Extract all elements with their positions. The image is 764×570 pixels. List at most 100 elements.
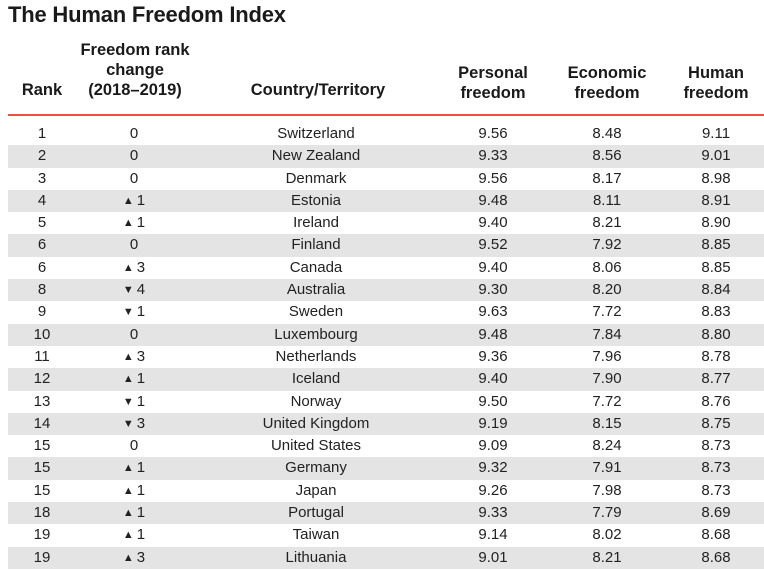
rank-change-value: ▲ 1 (123, 480, 145, 503)
personal-freedom-cell: 9.52 (478, 236, 508, 254)
human-freedom-cell: 8.76 (701, 392, 731, 410)
economic-freedom-cell: 7.72 (592, 392, 622, 410)
header-rank-change: Freedom rank change (2018–2019) (74, 40, 196, 100)
country-cell: Luxembourg (274, 325, 358, 343)
human-freedom-cell: 8.83 (701, 303, 731, 321)
rank-cell: 3 (37, 169, 47, 187)
rank-change-number: 3 (136, 258, 146, 276)
table-row: 6 0 Finland 9.52 7.92 8.85 (8, 234, 764, 257)
rank-change-cell: ▼ 1 (82, 301, 186, 324)
rank-change-number: 1 (136, 191, 146, 209)
rank-change-value: ▲ 1 (123, 368, 145, 391)
human-freedom-cell: 8.84 (701, 281, 731, 299)
rank-cell: 15 (33, 481, 51, 499)
rank-change-cell: ▲ 1 (82, 480, 186, 503)
rank-cell: 15 (33, 459, 51, 477)
rank-change-value: 0 (130, 435, 138, 457)
country-cell: Australia (286, 281, 346, 299)
rank-change-value: 0 (130, 123, 138, 145)
rank-change-cell: ▲ 1 (82, 212, 186, 235)
rank-change-number: 0 (129, 147, 139, 165)
personal-freedom-cell: 9.40 (478, 214, 508, 232)
rank-cell: 9 (37, 303, 47, 321)
triangle-down-icon: ▼ (122, 306, 134, 319)
header-rank-change-line2: change (106, 61, 164, 79)
rank-change-cell: ▲ 1 (82, 457, 186, 480)
personal-freedom-cell: 9.56 (478, 169, 508, 187)
rank-change-number: 0 (129, 236, 139, 254)
header-rank: Rank (13, 80, 71, 100)
triangle-up-icon: ▲ (122, 529, 134, 542)
economic-freedom-cell: 7.98 (592, 481, 622, 499)
rank-change-cell: 0 (82, 145, 186, 167)
table-row: 10 0 Luxembourg 9.48 7.84 8.80 (8, 323, 764, 346)
human-freedom-cell: 8.85 (701, 236, 731, 254)
table-row: 18 ▲ 1 Portugal 9.33 7.79 8.69 (8, 502, 764, 525)
personal-freedom-cell: 9.50 (478, 392, 508, 410)
header-divider (8, 114, 764, 116)
country-cell: Ireland (293, 214, 339, 232)
human-freedom-cell: 8.68 (701, 548, 731, 566)
rank-change-cell: ▲ 1 (82, 502, 186, 525)
triangle-up-icon: ▲ (122, 462, 134, 475)
rank-change-number: 0 (129, 125, 139, 142)
header-rank-change-line1: Freedom rank (80, 41, 190, 59)
rank-change-cell: ▼ 4 (82, 279, 186, 302)
triangle-up-icon: ▲ (122, 507, 134, 520)
country-cell: Japan (295, 481, 337, 499)
header-economic-line1: Economic (567, 64, 647, 82)
rank-change-cell: ▼ 3 (82, 413, 186, 436)
triangle-up-icon: ▲ (122, 373, 134, 386)
header-human-line2: freedom (683, 84, 749, 102)
rank-change-cell: ▲ 3 (82, 547, 186, 570)
human-freedom-cell: 8.90 (701, 214, 731, 232)
personal-freedom-cell: 9.33 (478, 147, 508, 165)
table-row: 19 ▲ 3 Lithuania 9.01 8.21 8.68 (8, 546, 764, 570)
economic-freedom-cell: 8.15 (592, 414, 622, 432)
economic-freedom-cell: 7.72 (592, 303, 622, 321)
header-personal-freedom: Personal freedom (439, 63, 547, 103)
personal-freedom-cell: 9.63 (478, 303, 508, 321)
personal-freedom-cell: 9.19 (478, 414, 508, 432)
rank-change-value: ▲ 3 (123, 547, 145, 570)
rank-change-number: 1 (136, 526, 146, 544)
rank-change-cell: 0 (82, 168, 186, 190)
table-row: 12 ▲ 1 Iceland 9.40 7.90 8.77 (8, 368, 764, 391)
human-freedom-cell: 9.11 (701, 125, 731, 142)
economic-freedom-cell: 7.79 (592, 504, 622, 522)
rank-cell: 19 (33, 548, 51, 566)
country-cell: Netherlands (275, 347, 357, 365)
country-cell: Portugal (288, 504, 344, 522)
rank-change-number: 1 (136, 392, 146, 410)
country-cell: Estonia (290, 191, 342, 209)
table-row: 9 ▼ 1 Sweden 9.63 7.72 8.83 (8, 301, 764, 323)
table-row: 11 ▲ 3 Netherlands 9.36 7.96 8.78 (8, 346, 764, 368)
rank-change-cell: 0 (82, 234, 186, 256)
header-rank-change-line3: (2018–2019) (88, 81, 182, 99)
table-row: 8 ▼ 4 Australia 9.30 8.20 8.84 (8, 279, 764, 302)
rank-cell: 2 (37, 147, 47, 165)
rank-cell: 5 (37, 214, 47, 232)
header-economic-line2: freedom (574, 84, 640, 102)
economic-freedom-cell: 8.17 (592, 169, 622, 187)
triangle-up-icon: ▲ (122, 194, 134, 207)
rank-change-value: ▼ 4 (123, 279, 145, 302)
header-personal-line1: Personal (458, 64, 528, 82)
rank-change-number: 4 (136, 281, 146, 299)
table-row: 1 0 Switzerland 9.56 8.48 9.11 (8, 123, 764, 145)
rank-change-number: 0 (129, 325, 139, 343)
rank-cell: 14 (33, 414, 51, 432)
rank-cell: 12 (33, 370, 51, 388)
rank-change-value: ▲ 1 (123, 457, 145, 480)
rank-change-value: ▲ 1 (123, 502, 145, 525)
rank-change-value: ▼ 1 (123, 301, 145, 324)
triangle-up-icon: ▲ (122, 261, 134, 274)
header-personal-line2: freedom (460, 84, 526, 102)
triangle-up-icon: ▲ (122, 217, 134, 230)
header-human-line1: Human (688, 64, 744, 82)
country-cell: Iceland (291, 370, 341, 388)
economic-freedom-cell: 7.96 (592, 347, 622, 365)
human-freedom-cell: 9.01 (701, 147, 731, 165)
rank-change-value: 0 (130, 145, 138, 167)
rank-cell: 15 (33, 437, 51, 455)
